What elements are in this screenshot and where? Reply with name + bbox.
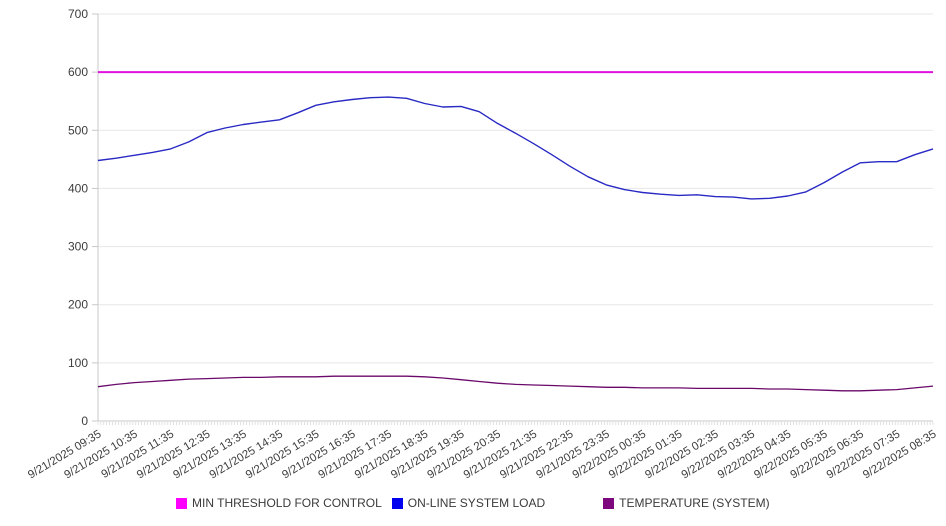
y-axis-label: 300 (68, 240, 88, 254)
y-axis-label: 100 (68, 356, 88, 370)
series-line-1 (97, 96, 934, 200)
legend-item-min-threshold[interactable]: MIN THRESHOLD FOR CONTROL (176, 494, 382, 512)
y-axis-label: 600 (68, 65, 88, 79)
legend-label-temperature: TEMPERATURE (SYSTEM) (619, 496, 770, 510)
y-axis-label: 400 (68, 181, 88, 195)
legend-label-min-threshold: MIN THRESHOLD FOR CONTROL (192, 496, 382, 510)
min-threshold-swatch-icon (176, 497, 187, 509)
y-axis-label: 200 (68, 298, 88, 312)
series-line-2 (97, 375, 934, 392)
legend-item-system-load[interactable]: ON-LINE SYSTEM LOAD (391, 494, 546, 512)
chart-legend: MIN THRESHOLD FOR CONTROL ON-LINE SYSTEM… (176, 494, 770, 512)
temperature-swatch-icon (603, 497, 615, 509)
system-load-swatch-icon (391, 497, 403, 509)
y-axis-label: 500 (68, 123, 88, 137)
legend-label-system-load: ON-LINE SYSTEM LOAD (407, 496, 546, 510)
y-axis-label: 0 (81, 414, 88, 428)
y-axis-label: 700 (68, 7, 88, 21)
legend-item-temperature[interactable]: TEMPERATURE (SYSTEM) (603, 494, 770, 512)
